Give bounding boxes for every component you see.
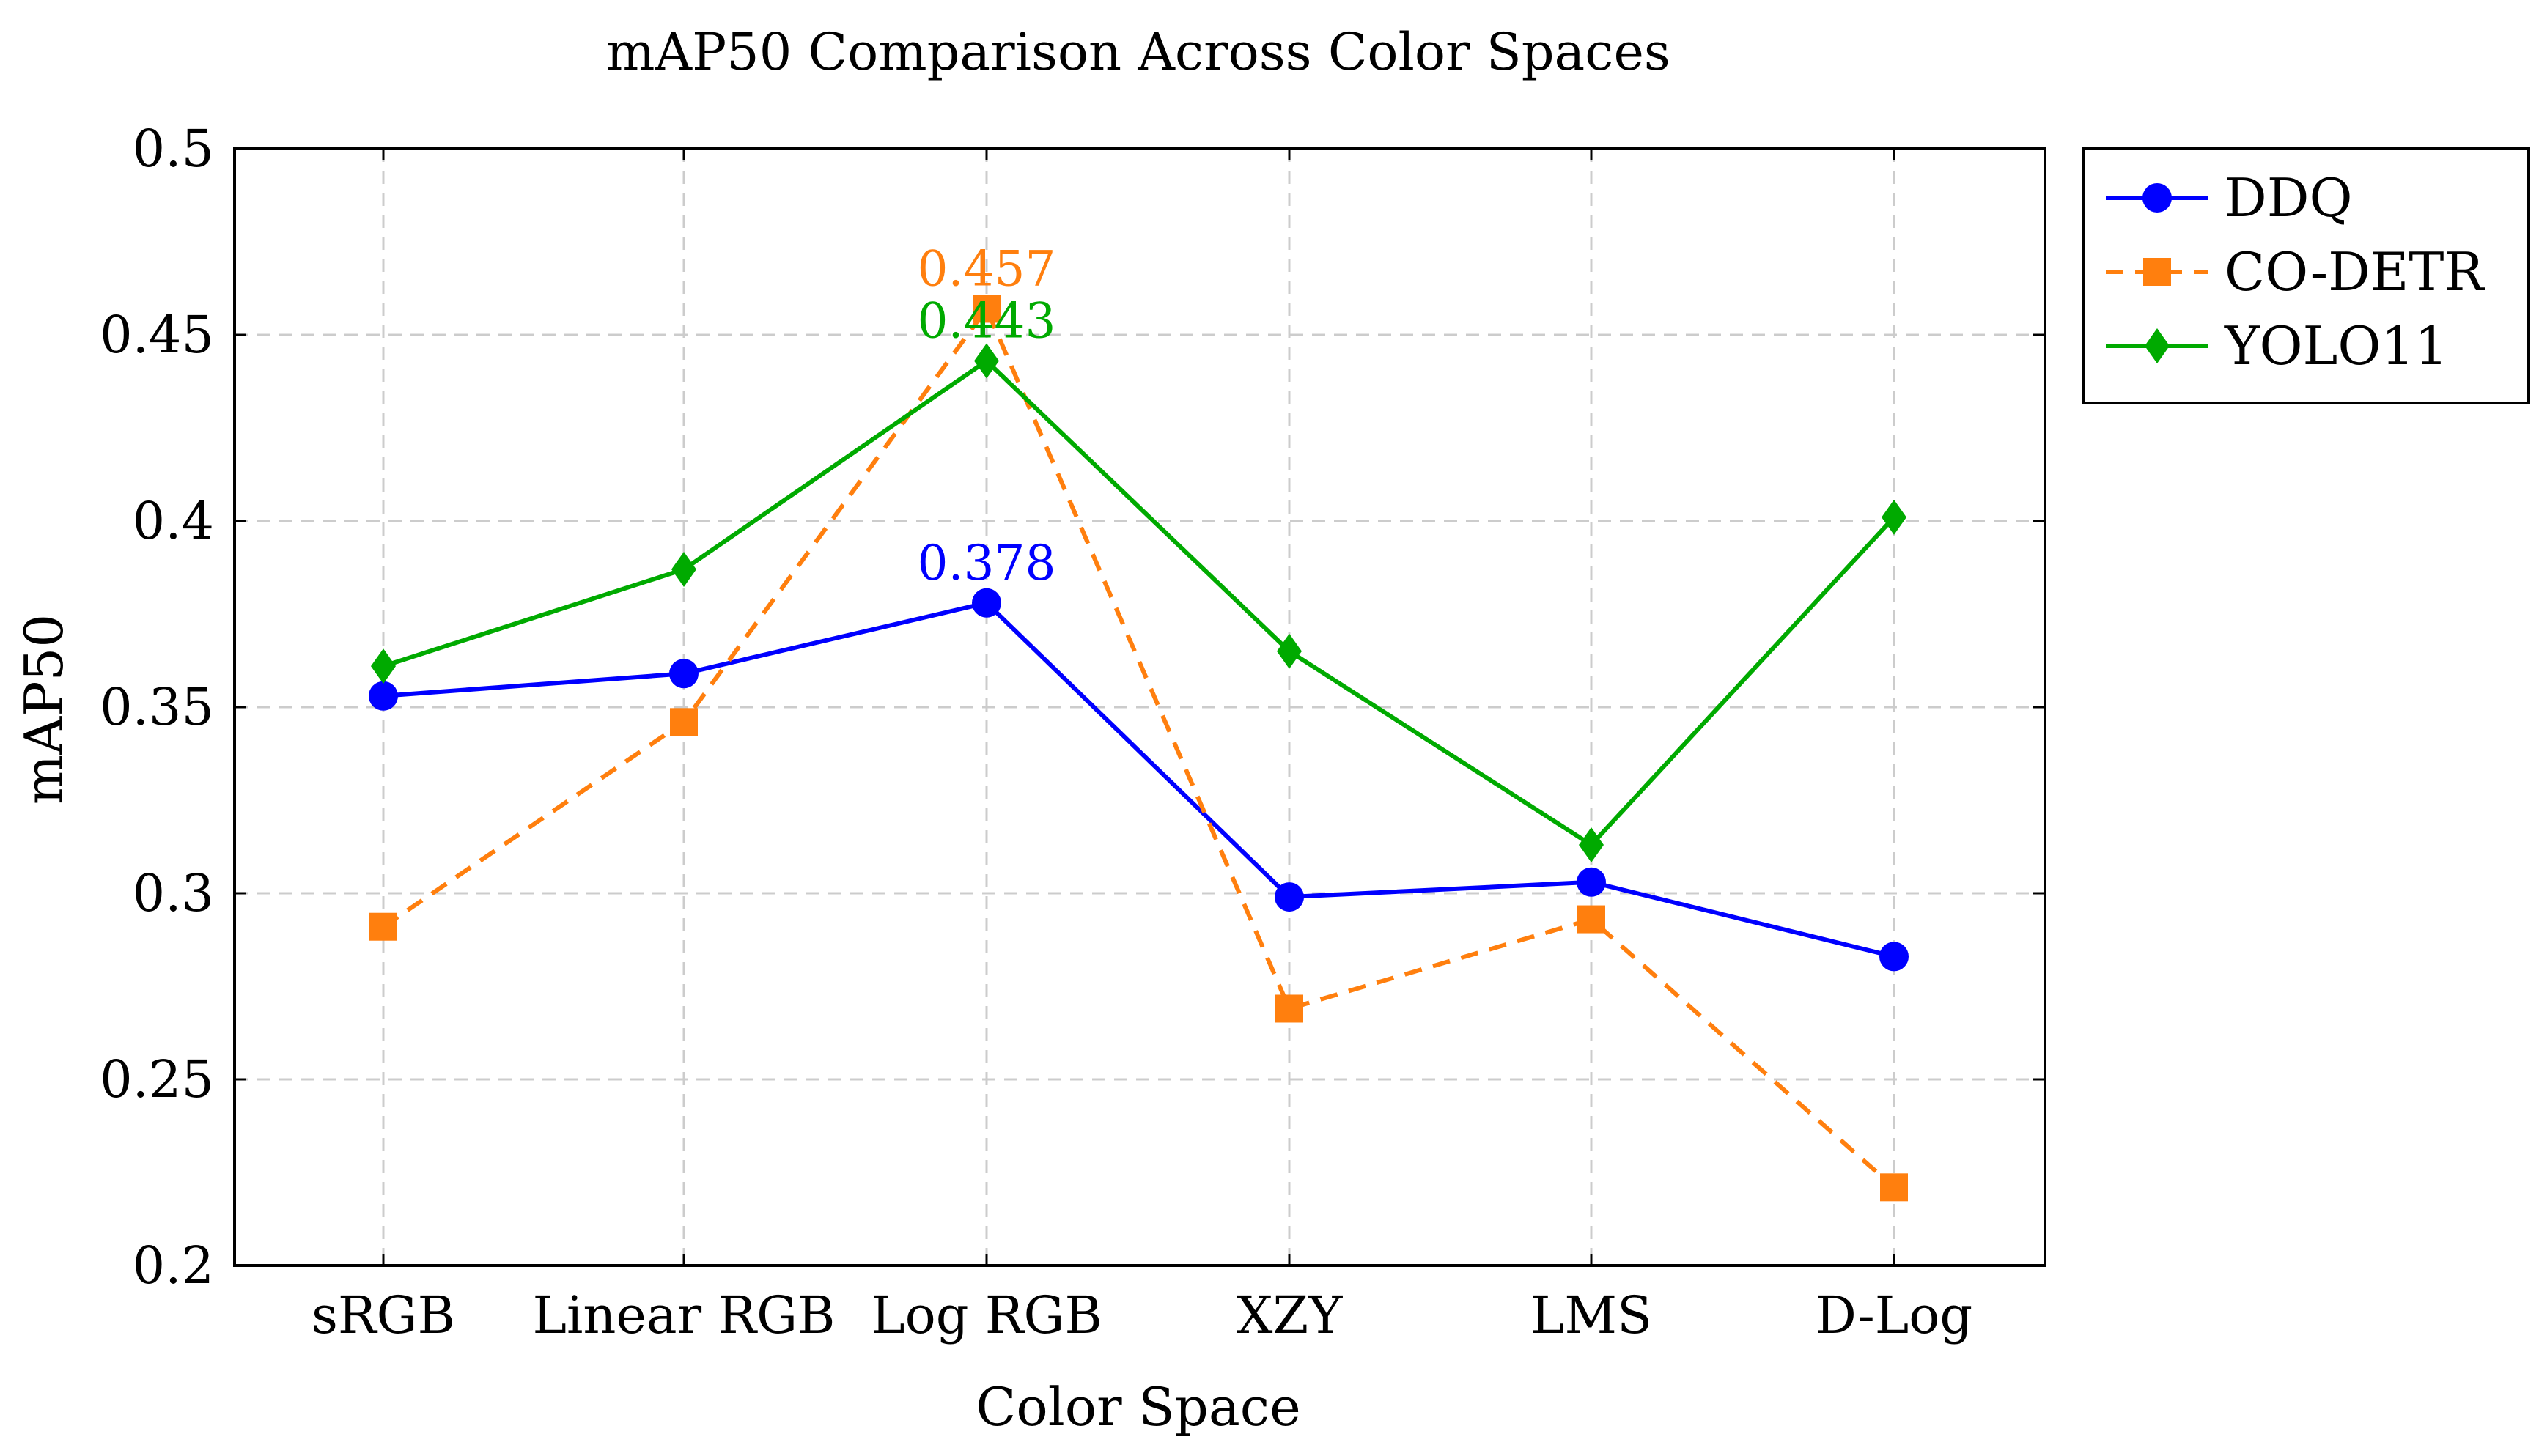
- data-point-co-detr: [369, 912, 397, 941]
- legend-label-ddq: DDQ: [2225, 167, 2352, 229]
- series-line-yolo11: [383, 358, 1896, 847]
- data-point-ddq: [972, 588, 1001, 618]
- data-point-yolo11: [671, 552, 696, 588]
- y-tick-label: 0.25: [100, 1049, 214, 1109]
- x-tick-label: XZY: [1237, 1285, 1343, 1345]
- data-point-ddq: [369, 681, 398, 711]
- y-tick-label: 0.35: [100, 677, 214, 737]
- legend-marker-co-detr: [2143, 258, 2171, 286]
- y-tick-label: 0.4: [133, 491, 214, 551]
- y-tick-label: 0.5: [133, 119, 214, 179]
- legend-item-co-detr: CO-DETR: [2106, 241, 2485, 303]
- x-tick-label: D-Log: [1816, 1285, 1973, 1345]
- legend-marker-yolo11: [2145, 328, 2170, 363]
- chart-title: mAP50 Comparison Across Color Spaces: [606, 22, 1670, 82]
- x-axis-title: Color Space: [976, 1376, 1300, 1438]
- data-point-co-detr: [973, 295, 1001, 323]
- legend-label-co-detr: CO-DETR: [2225, 241, 2485, 303]
- legend-label-yolo11: YOLO11: [2224, 315, 2448, 377]
- legend: DDQ CO-DETR YOLO11: [2082, 147, 2530, 404]
- data-point-ddq: [1577, 867, 1606, 897]
- y-tick-label: 0.45: [100, 305, 214, 365]
- legend-items: DDQ CO-DETR YOLO11: [2106, 167, 2485, 377]
- legend-item-ddq: DDQ: [2106, 167, 2352, 229]
- series-line-co-detr: [382, 306, 1895, 1189]
- data-point-yolo11: [371, 648, 396, 684]
- series-line-ddq: [383, 600, 1895, 959]
- data-point-co-detr: [1577, 905, 1605, 934]
- data-label-co-detr: 0.457: [918, 240, 1056, 297]
- data-point-ddq: [1275, 882, 1304, 912]
- data-point-co-detr: [1880, 1173, 1908, 1202]
- data-point-co-detr: [670, 708, 698, 736]
- x-tick-label: Log RGB: [871, 1285, 1102, 1345]
- y-axis-title: mAP50: [13, 614, 75, 805]
- data-point-yolo11: [1882, 499, 1906, 535]
- y-tick-label: 0.3: [133, 863, 214, 923]
- x-tick-label: sRGB: [312, 1285, 455, 1345]
- y-tick-label: 0.2: [133, 1235, 214, 1296]
- x-tick-label: Linear RGB: [533, 1285, 836, 1345]
- legend-marker-ddq: [2142, 183, 2172, 213]
- series-layer: [369, 295, 1909, 1202]
- data-point-co-detr: [1275, 994, 1303, 1023]
- x-tick-label: LMS: [1530, 1285, 1652, 1345]
- series-yolo11: [371, 343, 1906, 862]
- series-ddq: [369, 588, 1909, 972]
- data-label-ddq: 0.378: [918, 535, 1056, 591]
- data-point-yolo11: [1579, 827, 1604, 862]
- legend-item-yolo11: YOLO11: [2106, 315, 2448, 377]
- tick-layer: 0.2 0.25 0.3 0.35 0.4 0.45 0.5 sRGB Linear RGB Lo…: [100, 119, 2045, 1345]
- data-point-yolo11: [974, 343, 999, 379]
- data-label-yolo11: 0.443: [918, 293, 1056, 350]
- data-point-ddq: [1879, 942, 1909, 972]
- data-point-ddq: [669, 659, 699, 689]
- data-point-yolo11: [1277, 633, 1302, 669]
- series-co-detr: [369, 295, 1908, 1202]
